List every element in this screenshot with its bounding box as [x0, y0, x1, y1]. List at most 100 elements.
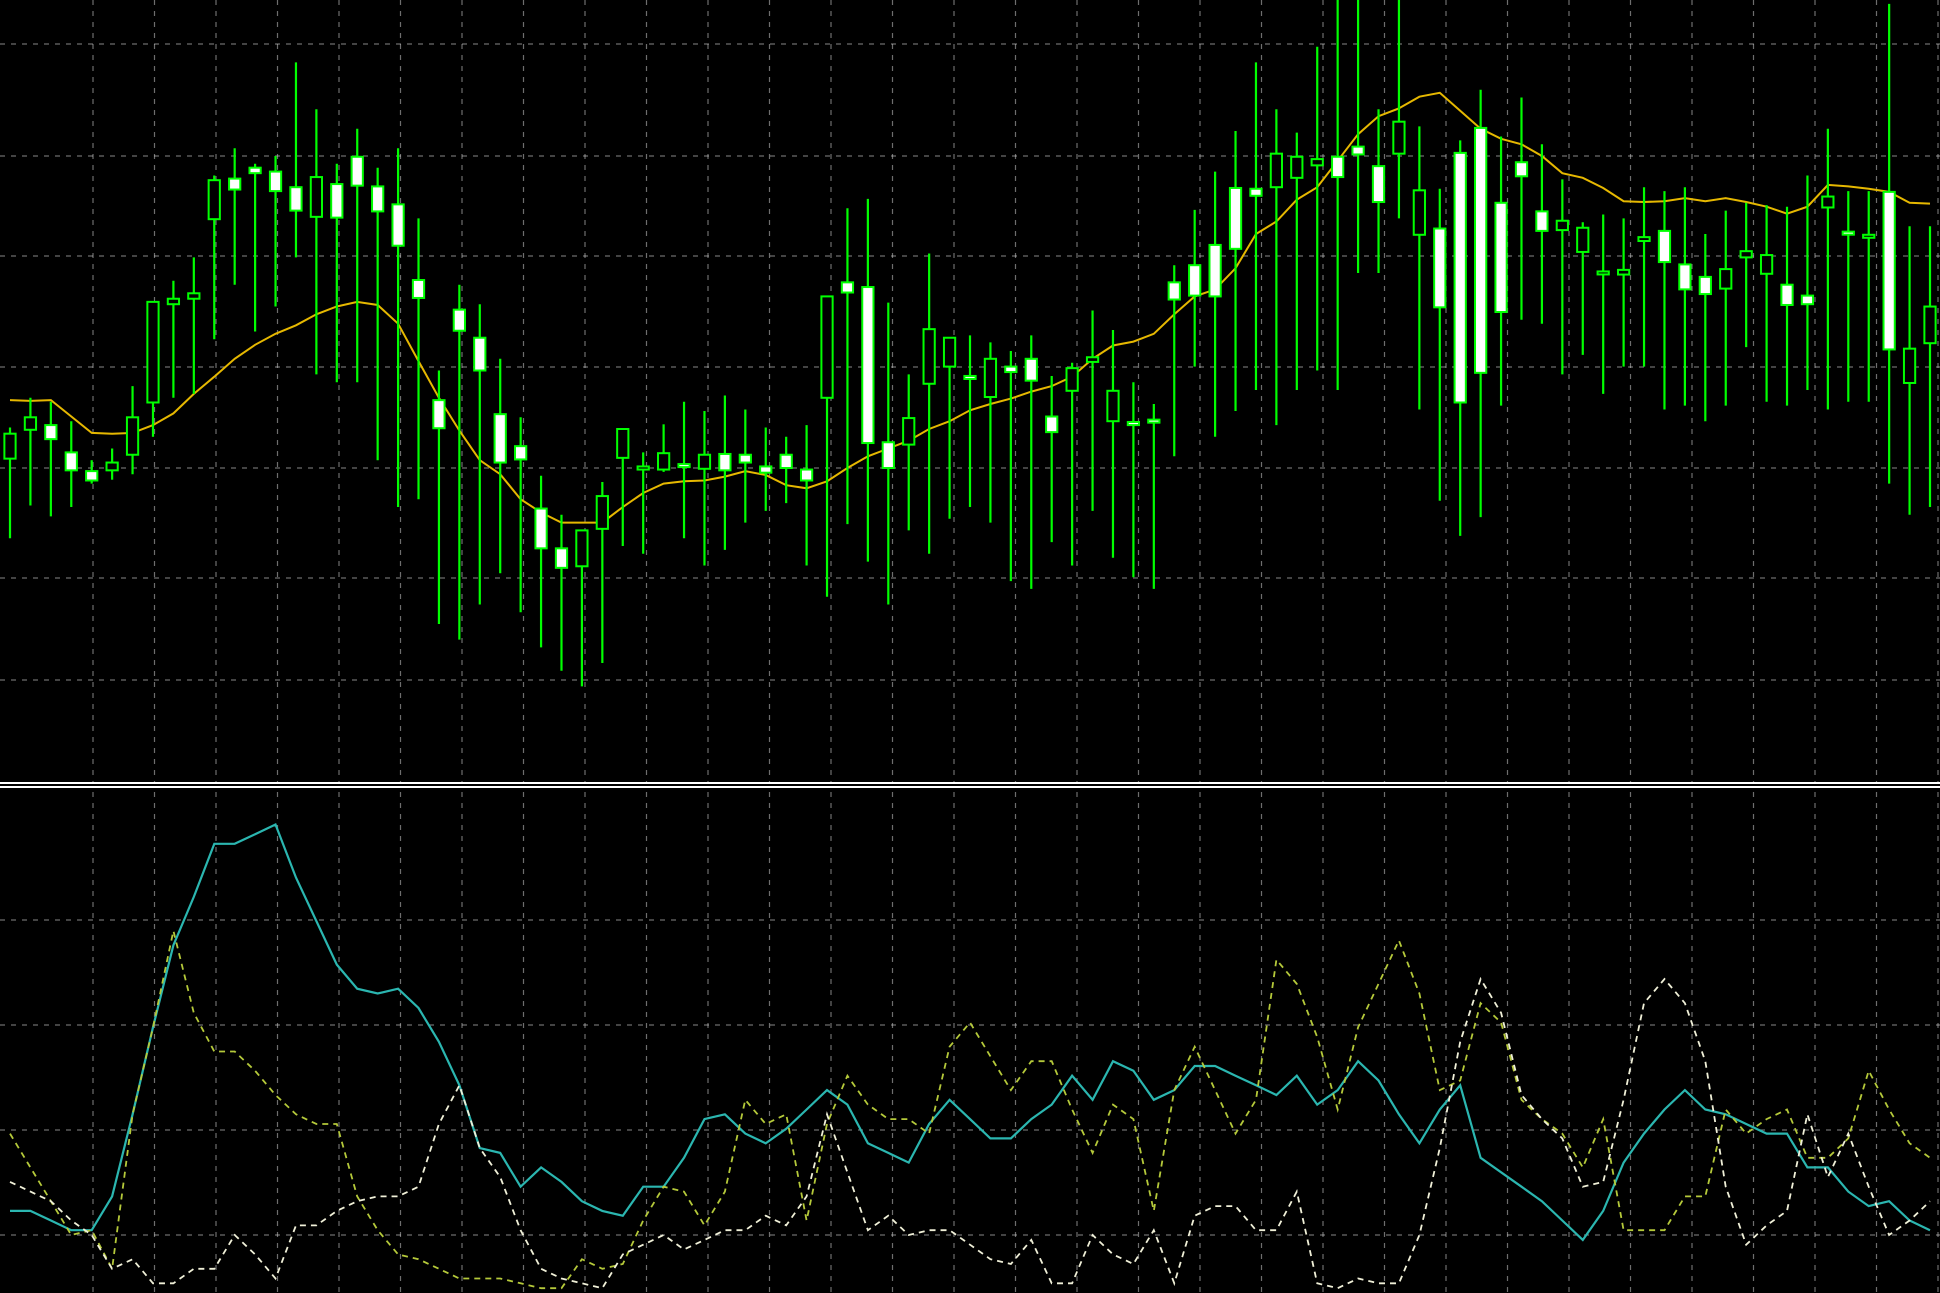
candle-body — [1453, 151, 1467, 404]
candle-body — [1535, 210, 1549, 232]
candle-body — [1657, 229, 1672, 264]
candle-body — [1555, 219, 1569, 232]
candle-body — [1882, 190, 1896, 351]
candle-body — [1228, 186, 1243, 250]
candlestick-layer — [3, 0, 1937, 687]
candle-body — [1800, 294, 1815, 306]
candle-body — [411, 279, 426, 299]
candle-body — [840, 281, 855, 294]
candle-body — [1085, 356, 1100, 363]
candle-body — [3, 432, 17, 460]
candle-body — [85, 470, 99, 482]
minus-di-line — [9, 976, 1931, 1290]
candle-body — [1739, 250, 1753, 259]
candle-body — [1923, 305, 1937, 345]
candle-body — [922, 328, 936, 385]
candle-body — [983, 357, 998, 399]
candle-body — [534, 507, 548, 550]
candle-body — [779, 453, 793, 469]
candle-body — [1167, 281, 1181, 301]
candle-body — [1126, 420, 1141, 427]
candle-body — [350, 155, 364, 187]
candle-body — [1004, 365, 1018, 374]
candle-body — [963, 374, 977, 380]
candle-body — [1290, 155, 1304, 179]
candle-body — [23, 416, 38, 431]
candle-body — [881, 441, 895, 470]
candle-body — [595, 495, 609, 530]
candle-body — [1065, 367, 1079, 392]
candle-body — [1310, 158, 1324, 167]
candle-body — [1514, 161, 1529, 178]
candle-body — [759, 465, 773, 474]
candle-body — [1902, 347, 1917, 384]
candle-body — [1474, 126, 1488, 374]
candle-body — [473, 336, 487, 372]
candle-body — [616, 428, 630, 459]
candle-body — [514, 445, 528, 461]
candle-body — [166, 297, 181, 306]
candle-body — [228, 177, 242, 191]
candle-body — [902, 417, 916, 446]
candle-body — [64, 451, 78, 472]
candle-body — [1576, 226, 1590, 253]
candle-body — [1698, 275, 1712, 296]
candle-body — [1331, 155, 1345, 179]
candle-body — [1678, 263, 1692, 291]
candle-body — [452, 308, 466, 332]
candle-body — [330, 183, 344, 219]
candle-body — [146, 300, 160, 404]
candle-body — [187, 292, 201, 300]
candle-body — [820, 295, 834, 399]
candle-body — [371, 185, 385, 213]
candle-body — [1596, 270, 1610, 276]
candle-body — [1637, 236, 1651, 243]
panel-separator-gap — [0, 784, 1940, 786]
candle-body — [1269, 152, 1284, 189]
candle-body — [1045, 415, 1059, 434]
candle-body — [1617, 268, 1631, 276]
candle-body — [1106, 389, 1120, 423]
candle-body — [697, 453, 712, 470]
candle-body — [1188, 264, 1202, 297]
candle-body — [861, 286, 875, 445]
candle-body — [432, 399, 446, 430]
candle-body — [1351, 145, 1365, 156]
candle-body — [1371, 165, 1386, 204]
candle-body — [636, 465, 650, 471]
candle-body — [799, 468, 814, 482]
candle-body — [575, 529, 589, 568]
candle-body — [1024, 357, 1038, 382]
candle-body — [1433, 227, 1447, 309]
candle-body — [248, 166, 262, 175]
candle-body — [738, 453, 752, 464]
indicator-layer — [9, 822, 1931, 1290]
candle-body — [718, 452, 732, 472]
candle-body — [1841, 230, 1855, 236]
candle-body — [391, 203, 405, 247]
candle-body — [1412, 189, 1426, 236]
candle-body — [1719, 268, 1733, 290]
candle-body — [44, 424, 58, 441]
candle-body — [1759, 254, 1774, 275]
candle-body — [942, 336, 957, 368]
candle-body — [493, 413, 507, 464]
candle-body — [677, 463, 691, 469]
candle-body — [1494, 201, 1508, 313]
candle-body — [1392, 120, 1406, 155]
candle-body — [268, 170, 283, 193]
candle-body — [657, 452, 671, 471]
candle-body — [1780, 283, 1794, 306]
candle-body — [1862, 233, 1876, 239]
candle-body — [207, 179, 221, 221]
candle-body — [1147, 418, 1161, 424]
candle-body — [1821, 195, 1835, 209]
candle-body — [1249, 187, 1263, 197]
candle-body — [105, 461, 119, 472]
candle-body — [309, 176, 324, 218]
candle-body — [554, 547, 569, 569]
candle-body — [125, 416, 140, 456]
